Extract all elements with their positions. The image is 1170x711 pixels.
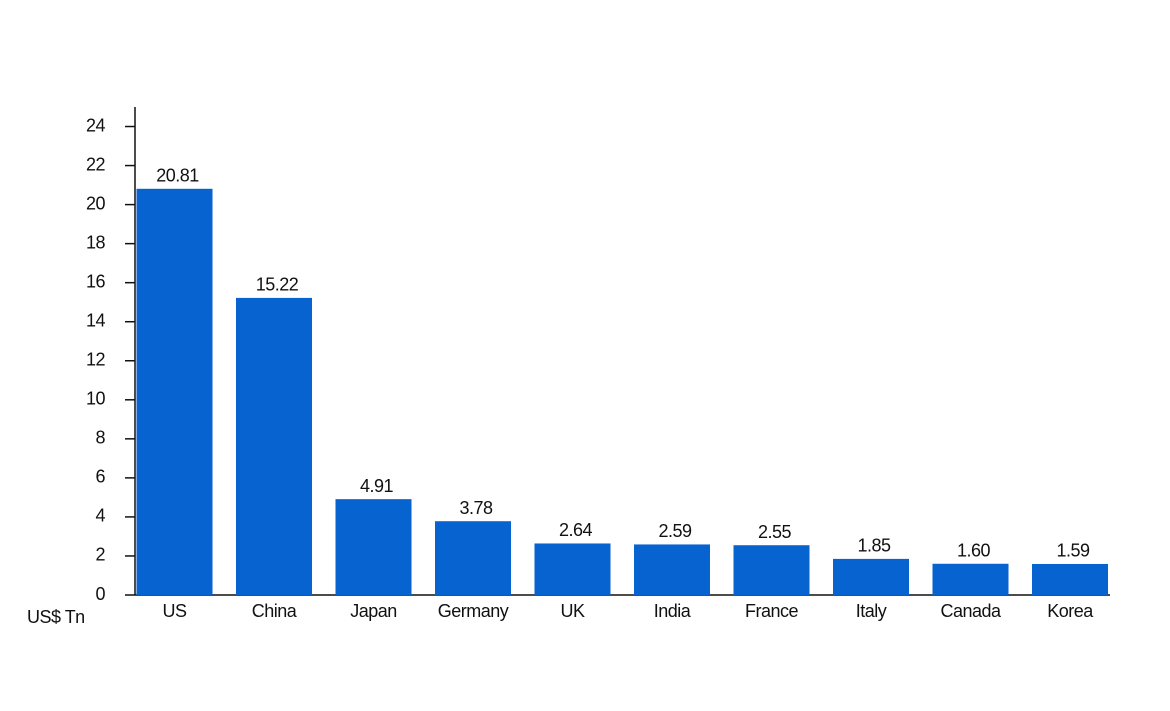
x-tick-label: France (745, 601, 799, 621)
value-label: 20.81 (156, 166, 199, 186)
bar (833, 558, 909, 595)
y-tick-label: 2 (95, 545, 105, 565)
y-tick-label: 6 (95, 467, 105, 487)
x-tick-label: Japan (350, 601, 397, 621)
y-tick-label: 12 (86, 350, 106, 370)
value-label: 15.22 (256, 275, 299, 295)
bar (534, 543, 611, 595)
y-tick-label: 0 (95, 584, 105, 604)
y-tick-label: 16 (86, 271, 106, 291)
x-tick-label: India (654, 601, 692, 621)
value-label: 1.59 (1056, 541, 1090, 561)
x-tick-label: China (252, 601, 298, 621)
bar (335, 499, 412, 595)
bar (435, 521, 511, 595)
y-tick-label: 24 (86, 115, 106, 135)
bar (1032, 563, 1108, 595)
x-tick-label: Korea (1047, 601, 1094, 621)
value-label: 2.64 (559, 520, 593, 540)
bar (733, 545, 810, 595)
bar (236, 297, 312, 595)
value-label: 1.60 (957, 541, 991, 561)
value-label: 3.78 (459, 498, 493, 518)
value-label: 2.59 (658, 521, 692, 541)
value-label: 4.91 (360, 476, 394, 496)
value-label: 1.85 (857, 536, 891, 556)
y-tick-label: 22 (86, 154, 106, 174)
x-tick-label: US (162, 601, 186, 621)
y-tick-label: 10 (86, 389, 106, 409)
y-tick-label: 4 (95, 506, 105, 526)
y-tick-label: 18 (86, 232, 106, 252)
y-tick-label: 20 (86, 193, 106, 213)
y-tick-label: 14 (86, 310, 106, 330)
x-tick-label: UK (560, 601, 584, 621)
x-tick-label: Germany (438, 601, 509, 621)
x-tick-label: Canada (940, 601, 1002, 621)
y-tick-label: 8 (95, 428, 105, 448)
bar (932, 563, 1009, 595)
y-axis-label: US$ Tn (27, 607, 85, 627)
bar (136, 188, 213, 595)
x-tick-label: Italy (856, 601, 887, 621)
bar (634, 544, 710, 595)
value-label: 2.55 (758, 522, 792, 542)
